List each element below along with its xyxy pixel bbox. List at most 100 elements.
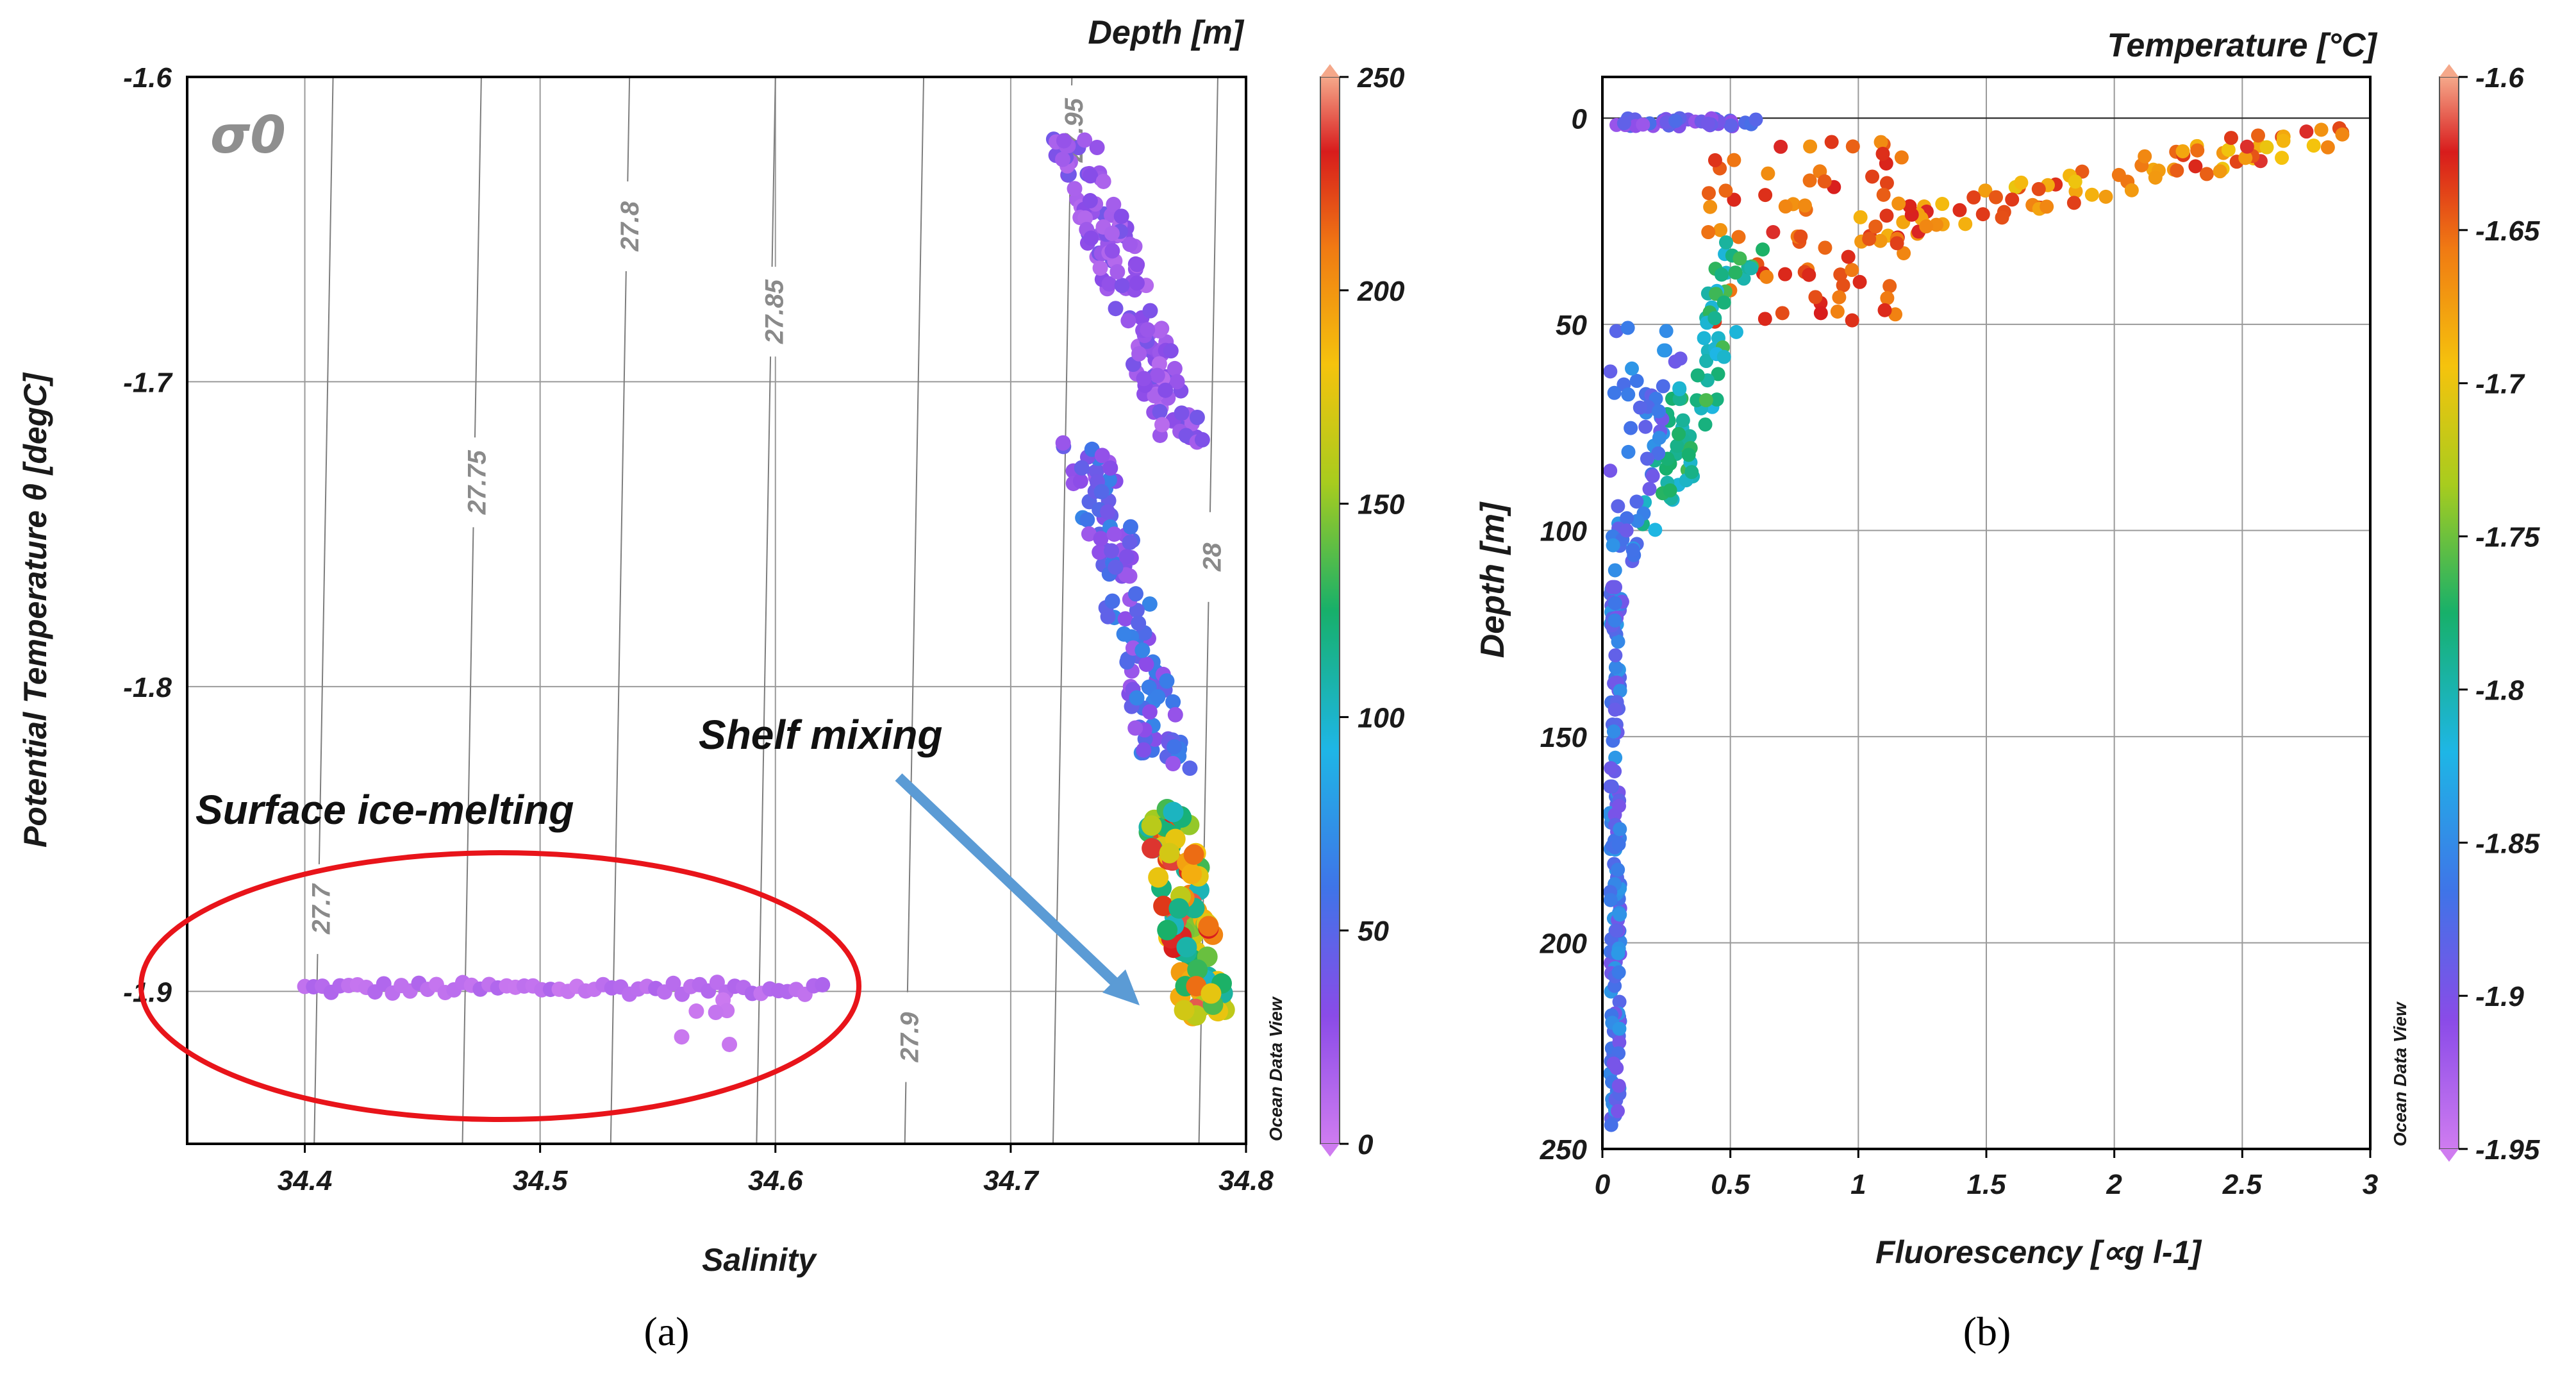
data-point [1708, 311, 1722, 326]
data-point [1697, 331, 1711, 346]
data-point [1104, 243, 1120, 259]
data-point [1609, 923, 1624, 938]
data-point [1625, 361, 1640, 376]
data-point [722, 1036, 738, 1052]
data-point [1670, 439, 1684, 453]
data-point [1701, 186, 1716, 201]
data-point [1102, 460, 1118, 476]
data-point [1612, 1035, 1627, 1050]
data-point [1673, 351, 1688, 366]
data-point [1074, 460, 1090, 476]
data-point [1067, 181, 1083, 197]
data-point [1198, 916, 1219, 937]
panel-a-x-tick-label: 34.6 [748, 1165, 803, 1196]
data-point [1633, 400, 1647, 415]
panel-a-colorbar-top-arrow [1320, 64, 1340, 77]
panel-b-points [1603, 111, 2350, 1132]
data-point [1902, 199, 1917, 214]
data-point [1611, 965, 1626, 980]
data-point [1603, 464, 1618, 478]
data-point [1104, 593, 1120, 609]
data-point [2223, 131, 2238, 146]
data-point [1083, 230, 1099, 246]
data-point [1756, 242, 1770, 257]
data-point [2335, 127, 2350, 142]
data-point [1118, 549, 1134, 565]
data-point [1176, 937, 1197, 958]
data-point [1129, 603, 1145, 619]
data-point [1167, 739, 1183, 755]
data-point [1158, 382, 1174, 398]
data-point [1672, 382, 1687, 397]
panel-a-watermark: Ocean Data View [1266, 996, 1286, 1141]
data-point [1718, 235, 1733, 250]
panel-b-y-tick-label: 200 [1540, 928, 1588, 959]
data-point [1975, 207, 1990, 222]
data-point [2199, 167, 2214, 181]
data-point [1802, 173, 1817, 188]
data-point [1104, 226, 1120, 242]
data-point [1165, 694, 1181, 710]
data-point [1114, 278, 1130, 294]
data-point [1604, 1118, 1618, 1132]
panel-a-points [297, 131, 1235, 1052]
data-point [1142, 303, 1158, 319]
data-point [1154, 417, 1170, 433]
data-point [1095, 173, 1111, 189]
data-point [1845, 139, 1860, 154]
data-point [1621, 387, 1636, 402]
data-point [1877, 303, 1892, 317]
isopycnal-label: 28 [1199, 542, 1227, 572]
data-point [1159, 673, 1175, 689]
data-point [1606, 1056, 1621, 1071]
data-point [1868, 219, 1883, 234]
data-point [1609, 324, 1624, 339]
panel-a-y-tick-label: -1.8 [123, 672, 172, 703]
data-point [1093, 531, 1109, 547]
data-point [1657, 343, 1672, 358]
data-point [1612, 994, 1627, 1009]
data-point [1611, 1078, 1626, 1093]
data-point [2239, 139, 2254, 154]
data-point [1608, 702, 1622, 717]
data-point [1793, 229, 1808, 244]
data-point [1116, 626, 1132, 642]
panel-b-colorbar-tick-label: -1.65 [2475, 215, 2540, 247]
isopycnal-label: 27.7 [308, 883, 336, 935]
data-point [1624, 421, 1638, 435]
data-point [1619, 523, 1634, 538]
data-point [1142, 838, 1163, 859]
panel-b-y-tick-label: 0 [1572, 103, 1588, 135]
shelf-mixing-arrow [895, 773, 1140, 1005]
data-point [1875, 146, 1890, 161]
data-point [1187, 959, 1208, 980]
data-point [1613, 822, 1627, 837]
panel-b-colorbar-tick-label: -1.8 [2475, 674, 2524, 706]
panel-a-colorbar-tick-label: 200 [1357, 276, 1405, 307]
panel-a-x-tick-label: 34.8 [1218, 1165, 1274, 1196]
data-point [1134, 642, 1151, 658]
isopycnal-label: 27.9 [896, 1012, 924, 1063]
data-point [1082, 193, 1098, 209]
data-point [1606, 724, 1621, 739]
data-point [1700, 116, 1715, 131]
surface-ice-melting-ellipse [138, 850, 861, 1122]
data-point [1659, 324, 1674, 339]
data-point [1189, 409, 1205, 425]
data-point [1152, 403, 1168, 419]
data-point [1611, 799, 1626, 814]
data-point [1642, 482, 1657, 496]
data-point [1109, 264, 1126, 280]
data-point [1890, 236, 1904, 251]
shelf-mixing-label: Shelf mixing [699, 712, 943, 758]
data-point [1611, 837, 1626, 851]
panel-b-grid [1602, 77, 2371, 1150]
data-point [1817, 174, 1832, 189]
data-point [1701, 225, 1716, 240]
panel-b-colorbar-top-arrow [2439, 64, 2459, 77]
data-point [2170, 163, 2184, 178]
panel-a-x-label: Salinity [702, 1242, 817, 1278]
panel-a-y-label: Potential Temperature θ [degC] [17, 372, 53, 848]
data-point [2306, 138, 2321, 153]
